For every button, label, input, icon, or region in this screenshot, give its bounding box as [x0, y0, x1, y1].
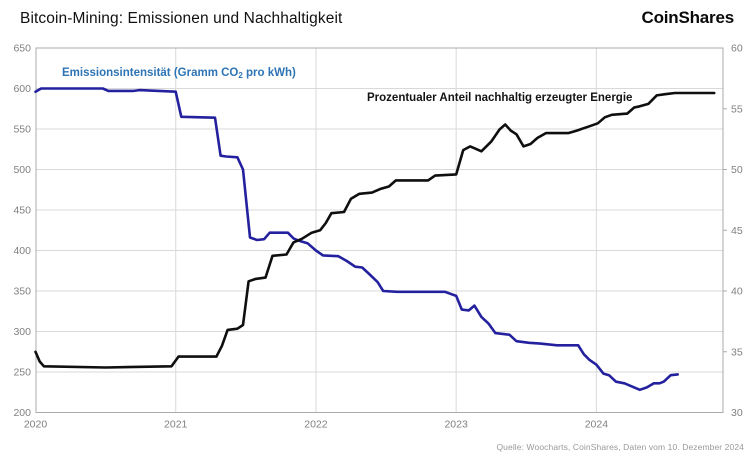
y-right-tick-label: 35 [731, 346, 743, 358]
x-axis-tick-label: 2022 [304, 419, 328, 431]
emissions-series-label-unit: pro kWh) [242, 67, 296, 79]
y-left-tick-label: 600 [13, 83, 31, 95]
y-left-tick-label: 300 [13, 326, 31, 338]
y-right-tick-label: 50 [731, 164, 743, 176]
y-left-tick-label: 200 [13, 407, 31, 419]
y-right-tick-label: 40 [731, 286, 743, 298]
sustainable-series-label: Prozentualer Anteil nachhaltig erzeugter… [367, 92, 633, 104]
y-left-tick-label: 400 [13, 245, 31, 257]
y-left-tick-label: 550 [13, 124, 31, 136]
x-axis-tick-label: 2024 [585, 419, 609, 431]
emissions-line [34, 87, 680, 392]
page-title: Bitcoin-Mining: Emissionen und Nachhalti… [20, 10, 343, 27]
coinshares-logo: CoinShares [641, 8, 735, 27]
x-axis-tick-label: 2023 [444, 419, 468, 431]
source-note: Quelle: Woocharts, CoinShares, Daten vom… [496, 442, 744, 452]
emissions-series-label-subscript: 2 [238, 71, 243, 80]
y-left-tick-label: 500 [13, 164, 31, 176]
x-axis-tick-label: 2020 [24, 419, 48, 431]
y-left-tick-label: 250 [13, 367, 31, 379]
emissions-series-label: Emissionsintensität (Gramm CO2 pro kWh) [62, 67, 296, 80]
y-right-tick-label: 60 [731, 43, 743, 55]
y-right-tick-label: 55 [731, 103, 743, 115]
y-left-tick-label: 350 [13, 286, 31, 298]
y-right-tick-label: 30 [731, 407, 743, 419]
y-right-tick-label: 45 [731, 225, 743, 237]
y-left-tick-label: 650 [13, 43, 31, 55]
emissions-series-label-text: Emissionsintensität (Gramm CO [62, 67, 239, 79]
sustainable-energy-line [34, 91, 716, 369]
x-axis-tick-label: 2021 [164, 419, 188, 431]
y-left-tick-label: 450 [13, 205, 31, 217]
